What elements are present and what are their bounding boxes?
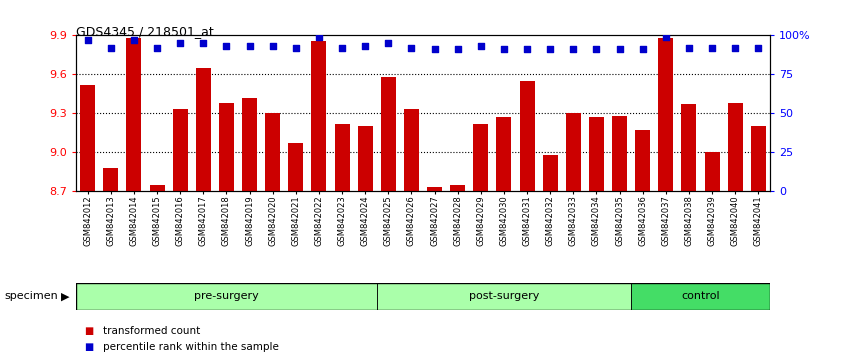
- Bar: [265, 113, 280, 191]
- Bar: [728, 103, 743, 191]
- Bar: [76, 283, 376, 310]
- Point: [497, 47, 511, 52]
- Bar: [80, 85, 96, 191]
- Point: [728, 45, 742, 51]
- Point: [220, 44, 233, 49]
- Text: pre-surgery: pre-surgery: [194, 291, 259, 302]
- Text: GDS4345 / 218501_at: GDS4345 / 218501_at: [76, 25, 214, 38]
- Bar: [376, 283, 631, 310]
- Bar: [612, 116, 627, 191]
- Point: [567, 47, 580, 52]
- Point: [335, 45, 349, 51]
- Text: ■: ■: [85, 326, 94, 336]
- Point: [104, 45, 118, 51]
- Point: [590, 47, 603, 52]
- Point: [266, 44, 279, 49]
- Point: [613, 47, 626, 52]
- Point: [706, 45, 719, 51]
- Point: [312, 34, 326, 40]
- Text: post-surgery: post-surgery: [469, 291, 539, 302]
- Point: [151, 45, 164, 51]
- Point: [127, 37, 140, 43]
- Bar: [381, 77, 396, 191]
- Text: ▶: ▶: [61, 291, 69, 302]
- Bar: [334, 124, 349, 191]
- Bar: [358, 126, 373, 191]
- Point: [682, 45, 695, 51]
- Bar: [126, 38, 141, 191]
- Bar: [450, 185, 465, 191]
- Point: [289, 45, 303, 51]
- Point: [243, 44, 256, 49]
- Point: [81, 37, 95, 43]
- Bar: [195, 68, 211, 191]
- Bar: [542, 155, 558, 191]
- Bar: [635, 130, 651, 191]
- Bar: [750, 126, 766, 191]
- Bar: [658, 38, 673, 191]
- Text: percentile rank within the sample: percentile rank within the sample: [103, 342, 279, 352]
- Bar: [103, 168, 118, 191]
- Bar: [173, 109, 188, 191]
- Point: [451, 47, 464, 52]
- Text: transformed count: transformed count: [103, 326, 201, 336]
- Point: [404, 45, 418, 51]
- Point: [196, 40, 210, 46]
- Bar: [288, 143, 304, 191]
- Bar: [311, 41, 327, 191]
- Bar: [705, 152, 720, 191]
- Point: [659, 34, 673, 40]
- Bar: [681, 104, 696, 191]
- Bar: [219, 103, 234, 191]
- Bar: [404, 109, 419, 191]
- Bar: [473, 124, 488, 191]
- Point: [359, 44, 372, 49]
- Text: specimen: specimen: [4, 291, 58, 302]
- Point: [751, 45, 765, 51]
- Bar: [150, 185, 165, 191]
- Bar: [427, 187, 442, 191]
- Text: control: control: [681, 291, 720, 302]
- Point: [520, 47, 534, 52]
- Bar: [589, 117, 604, 191]
- Bar: [631, 283, 770, 310]
- Point: [636, 47, 650, 52]
- Bar: [497, 117, 512, 191]
- Point: [382, 40, 395, 46]
- Text: ■: ■: [85, 342, 94, 352]
- Point: [428, 47, 442, 52]
- Point: [173, 40, 187, 46]
- Point: [474, 44, 487, 49]
- Bar: [519, 81, 535, 191]
- Point: [543, 47, 557, 52]
- Bar: [242, 98, 257, 191]
- Bar: [566, 113, 581, 191]
